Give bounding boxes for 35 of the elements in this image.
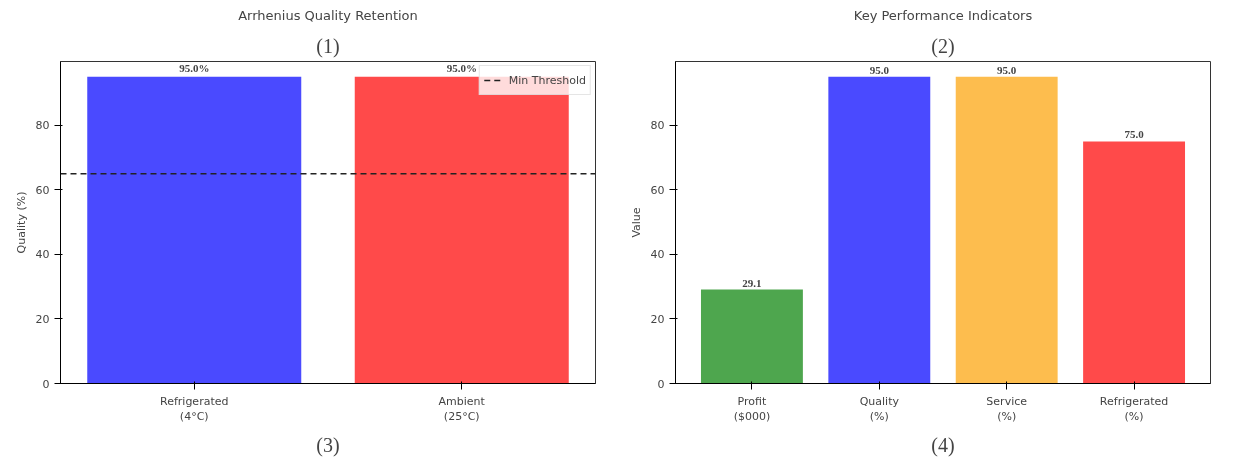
y-tick-label: 20 — [35, 312, 50, 326]
x-tick-label: Ambient (25°C) — [438, 394, 486, 424]
x-tick-label: Quality (%) — [859, 394, 900, 424]
text: (2) — [931, 34, 955, 58]
y-axis-title: Quality (%) — [14, 191, 28, 254]
x-tick-label: Service (%) — [986, 394, 1028, 424]
x-tick-label: Profit ($000) — [733, 394, 771, 424]
y-tick-label: 40 — [650, 248, 665, 262]
x-tick-label: Refrigerated (%) — [1099, 394, 1169, 424]
data-label: 95.0 — [869, 63, 890, 76]
y-tick-label: 80 — [650, 119, 665, 133]
y-tick-label: 80 — [35, 119, 50, 133]
data-label: 95.0% — [446, 61, 477, 74]
bar — [828, 76, 931, 384]
y-tick-label: 20 — [650, 312, 665, 326]
y-tick-label: 0 — [42, 377, 50, 391]
bar — [955, 76, 1058, 384]
data-label: 29.1 — [742, 276, 762, 289]
data-label: 75.0 — [1124, 128, 1145, 141]
y-axis-title: Value — [629, 207, 643, 238]
y-tick-label: 0 — [657, 377, 665, 391]
legend-label: Min Threshold — [508, 73, 586, 87]
data-label: 95.0 — [997, 63, 1017, 76]
bar — [1083, 141, 1186, 384]
text: (3) — [316, 433, 340, 457]
data-label: 95.0% — [179, 61, 210, 74]
chart-title: Arrhenius Quality Retention — [238, 7, 418, 23]
y-tick-label: 40 — [35, 248, 50, 262]
chart-title: Key Performance Indicators — [853, 7, 1033, 23]
y-tick-label: 60 — [35, 183, 50, 197]
x-tick-label: Refrigerated (4°C) — [160, 394, 229, 424]
text: (1) — [316, 34, 340, 58]
y-tick-label: 60 — [650, 183, 665, 197]
text: (4) — [931, 433, 955, 457]
bar — [700, 289, 803, 384]
